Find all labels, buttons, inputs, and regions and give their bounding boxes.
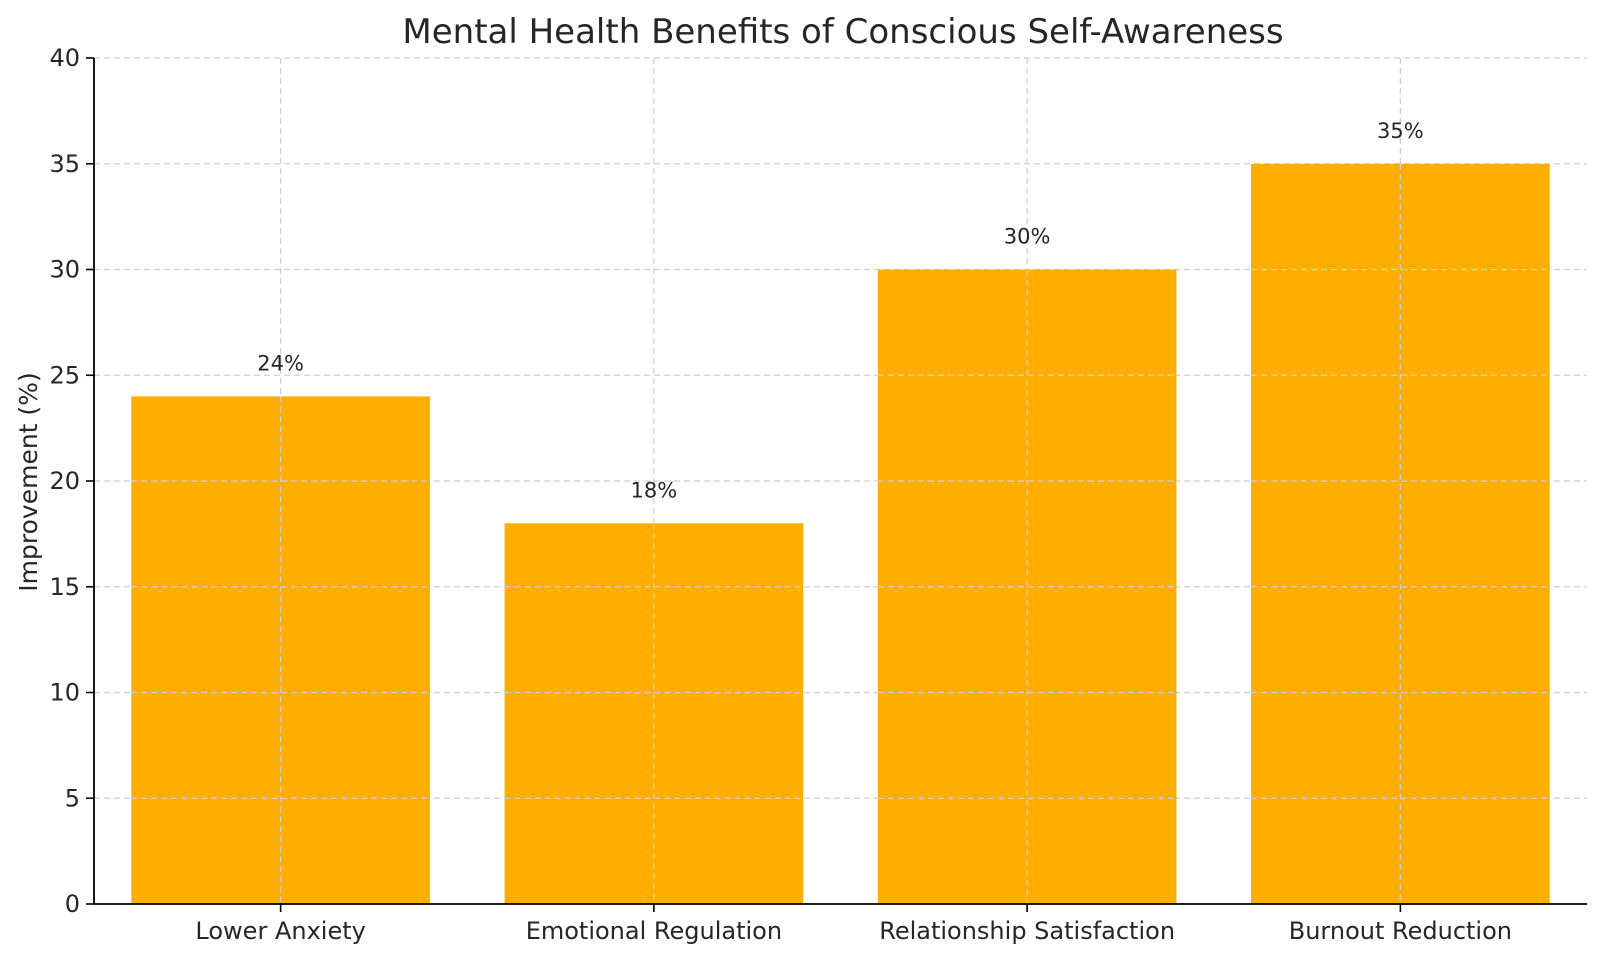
x-tick-label: Relationship Satisfaction <box>879 917 1175 945</box>
y-tick-label: 25 <box>49 361 80 389</box>
y-tick-label: 30 <box>49 256 80 284</box>
y-axis-label: Improvement (%) <box>14 372 43 591</box>
y-tick-label: 20 <box>49 467 80 495</box>
bar-value-label: 35% <box>1377 119 1424 143</box>
labels: 0 5 10 15 20 25 30 35 40 Lower Anxiety Emotional R… <box>49 44 1512 945</box>
chart-title: Mental Health Benefits of Conscious Self… <box>402 12 1283 52</box>
x-tick-label: Burnout Reduction <box>1289 917 1512 945</box>
x-tick-label: Emotional Regulation <box>526 917 782 945</box>
y-tick-label: 35 <box>49 150 80 178</box>
bar-value-label: 24% <box>257 351 304 375</box>
bar-value-label: 18% <box>631 478 678 502</box>
y-tick-label: 5 <box>65 784 80 812</box>
x-tick-label: Lower Anxiety <box>195 917 365 945</box>
y-tick-label: 10 <box>49 679 80 707</box>
axes <box>86 57 1587 912</box>
y-tick-label: 0 <box>65 890 80 918</box>
bar-value-label: 30% <box>1004 225 1051 249</box>
y-tick-label: 40 <box>49 44 80 72</box>
y-tick-label: 15 <box>49 573 80 601</box>
bars <box>131 163 1550 904</box>
